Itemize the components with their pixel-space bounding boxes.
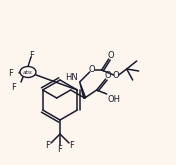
Text: F: F [58,146,62,154]
Text: O: O [107,51,114,61]
Text: F: F [9,68,13,78]
Text: O: O [104,71,111,81]
Text: F: F [70,141,74,149]
Text: HN: HN [65,73,78,82]
Text: OH: OH [107,95,120,103]
Text: F: F [46,141,51,149]
Text: F: F [12,82,16,92]
Text: O: O [112,70,119,80]
Text: O: O [88,66,95,75]
Text: abs: abs [23,69,33,75]
Text: F: F [30,51,34,61]
Ellipse shape [20,66,36,78]
Polygon shape [80,82,86,98]
